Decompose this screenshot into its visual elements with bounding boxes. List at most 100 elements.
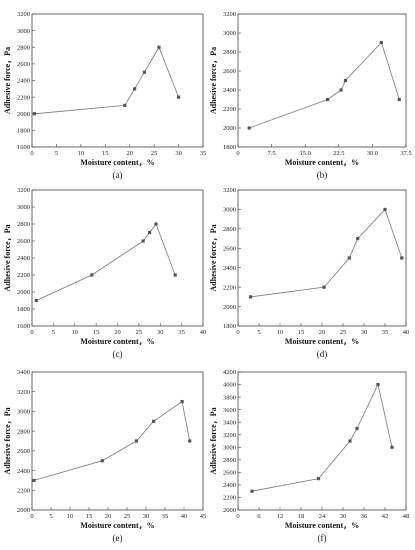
x-axis-label: Moisture content，% (285, 521, 359, 530)
data-point (383, 207, 387, 212)
x-tick-label: 7.5 (268, 150, 276, 157)
y-tick-label: 2000 (223, 304, 236, 311)
x-tick-label: 6 (257, 513, 261, 520)
data-point (326, 97, 330, 102)
data-point (152, 419, 156, 423)
data-point (34, 298, 38, 303)
y-tick-label: 2000 (17, 111, 30, 118)
y-axis-label: Adhesive force，Pa (209, 224, 218, 291)
data-point (397, 97, 401, 102)
data-point (32, 478, 36, 483)
x-tick-label: 35 (178, 329, 185, 336)
x-tick-label: 15 (102, 150, 109, 157)
x-tick-label: 12 (277, 513, 284, 520)
y-tick-label: 3200 (17, 187, 30, 194)
panel-label: (d) (317, 349, 328, 359)
data-point (180, 399, 184, 404)
y-tick-label: 2200 (17, 487, 30, 494)
y-tick-label: 1800 (223, 323, 236, 330)
series-line (250, 208, 403, 298)
data-point (133, 87, 137, 91)
x-tick-label: 42 (382, 513, 389, 520)
x-tick-label: 25 (136, 329, 143, 336)
x-tick-label: 10 (67, 513, 74, 520)
y-tick-label: 2800 (17, 44, 30, 51)
x-tick-label: 30.0 (367, 150, 378, 157)
data-point (141, 239, 145, 243)
y-tick-label: 2600 (223, 470, 236, 477)
y-tick-label: 3800 (223, 394, 236, 401)
y-axis-label: Adhesive force，Pa (3, 47, 12, 114)
data-point (90, 273, 94, 277)
data-point (134, 439, 139, 443)
plot-frame (31, 13, 204, 148)
y-tick-label: 3000 (223, 207, 236, 214)
data-point (123, 103, 127, 108)
chart-panel-3: 1600 1800 2000 2200 2400 2600 2800 3000 3200 0 5 10… (3, 187, 206, 359)
panel-label: (f) (318, 533, 327, 543)
x-tick-label: 48 (403, 513, 410, 520)
y-tick-label: 3000 (223, 30, 236, 37)
x-tick-label: 5 (49, 513, 52, 520)
chart-panel-1: 1600 1800 2000 2200 2400 2600 2800 3000 3200 0 5 10… (3, 11, 206, 180)
x-axis-label: Moisture content，% (80, 337, 154, 346)
x-tick-label: 10 (72, 329, 79, 336)
y-tick-label: 3200 (223, 11, 236, 18)
x-tick-label: 30 (361, 329, 368, 336)
data-point (32, 112, 37, 116)
x-tick-label: 10 (277, 329, 284, 336)
y-tick-label: 3400 (223, 419, 236, 426)
x-tick-label: 15.0 (300, 150, 311, 157)
x-tick-label: 15 (298, 329, 305, 336)
data-point (247, 126, 251, 130)
y-tick-label: 3000 (17, 28, 30, 35)
y-tick-label: 3200 (223, 432, 236, 439)
x-tick-label: 22.5 (333, 150, 344, 157)
y-tick-label: 2200 (17, 272, 30, 279)
data-point (316, 477, 321, 481)
x-tick-label: 35 (162, 513, 169, 520)
y-tick-label: 3200 (223, 187, 236, 194)
data-point (390, 445, 394, 449)
x-tick-label: 30 (340, 513, 347, 520)
data-point (154, 222, 158, 226)
y-tick-label: 2400 (17, 468, 30, 475)
x-tick-label: 0 (30, 150, 33, 157)
y-tick-label: 4000 (223, 382, 236, 389)
x-tick-label: 30 (175, 150, 182, 157)
y-tick-label: 2200 (17, 94, 30, 101)
x-tick-label: 10 (78, 150, 85, 157)
x-tick-label: 0 (236, 150, 239, 157)
y-tick-label: 2200 (223, 284, 236, 291)
data-point (249, 295, 253, 299)
y-tick-label: 2600 (17, 448, 30, 455)
chart-panel-2: 1800 2000 2200 2400 2600 2800 3000 3200 0 7.5 15.0… (209, 11, 412, 180)
x-tick-label: 30 (157, 329, 164, 336)
x-tick-label: 5 (257, 329, 260, 336)
x-tick-label: 35 (382, 329, 389, 336)
x-tick-label: 30 (143, 513, 150, 520)
panel-label: (a) (113, 170, 123, 180)
y-tick-label: 2800 (17, 221, 30, 228)
plot-frame (237, 13, 407, 148)
x-tick-label: 0 (30, 329, 33, 336)
x-tick-label: 0 (236, 329, 239, 336)
data-point (347, 256, 351, 260)
data-point (376, 382, 380, 387)
y-tick-label: 3600 (223, 407, 236, 414)
series-line (34, 46, 179, 115)
x-tick-label: 37.5 (400, 150, 411, 157)
series-line (33, 400, 191, 481)
x-axis-label: Moisture content，% (285, 337, 359, 346)
y-axis-label: Adhesive force，Pa (3, 224, 12, 291)
y-tick-label: 3000 (17, 204, 30, 211)
y-tick-label: 2600 (223, 68, 236, 75)
x-tick-label: 0 (236, 513, 239, 520)
y-tick-label: 1800 (17, 306, 30, 313)
data-point (343, 78, 348, 83)
data-point (176, 95, 181, 99)
x-axis-label: Moisture content，% (80, 521, 154, 530)
chart-panel-4: 1800 2000 2200 2400 2600 2800 3000 3200 0 5 10 15 20… (209, 187, 409, 359)
y-tick-label: 4200 (223, 369, 236, 376)
